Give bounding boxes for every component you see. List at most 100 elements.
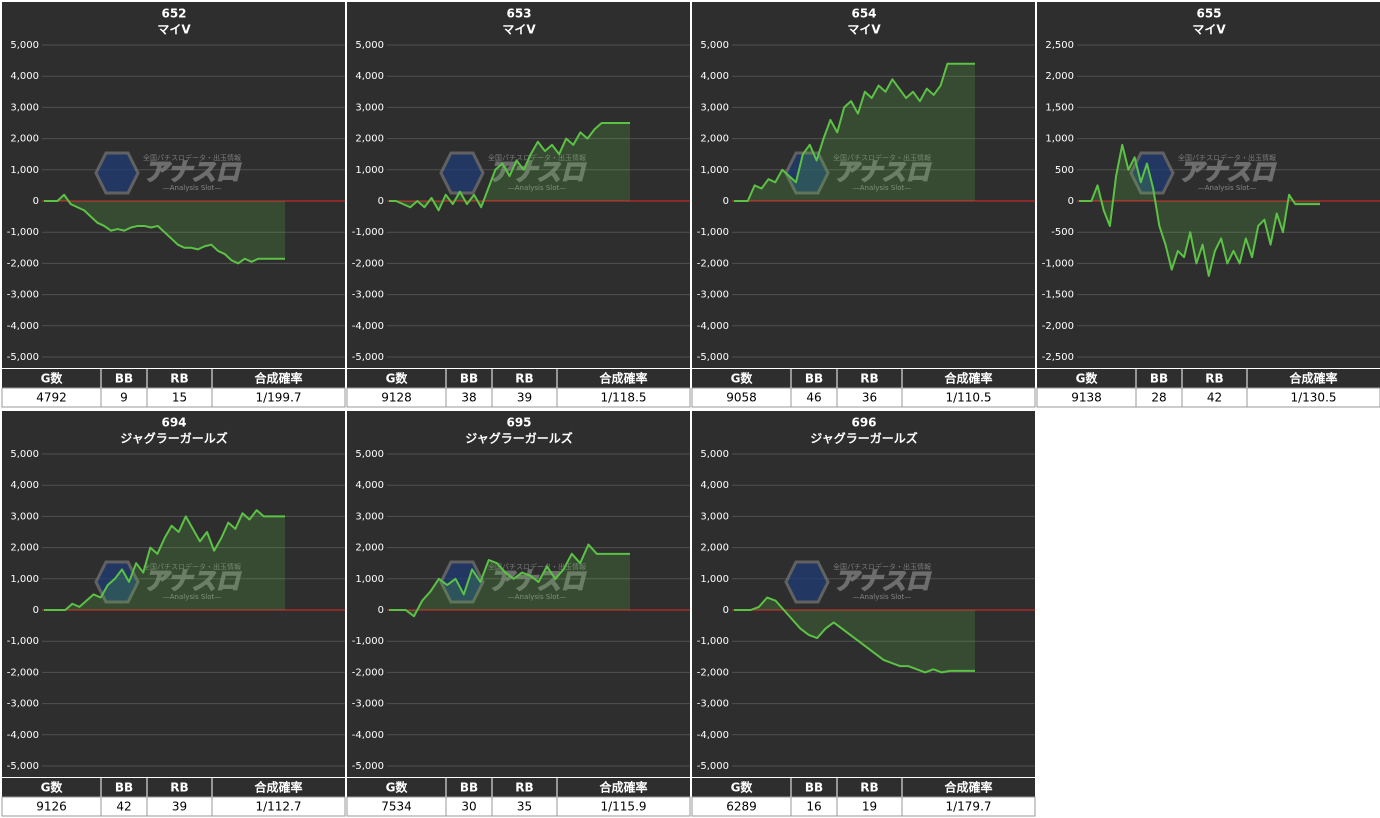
line xyxy=(44,509,285,611)
table-cell: 9 xyxy=(120,391,128,405)
table-cell: 38 xyxy=(461,391,476,405)
table-header-cell: RB xyxy=(860,372,878,386)
chart-subtitle: ジャグラーガールズ xyxy=(810,431,917,446)
table-header-cell: G数 xyxy=(41,371,64,386)
table-cell: 39 xyxy=(517,391,532,405)
y-tick-label: 2,500 xyxy=(1045,40,1074,51)
watermark-subtitle: —Analysis Slot— xyxy=(853,593,911,601)
y-tick-label: -4,000 xyxy=(697,730,729,741)
table-cell: 6289 xyxy=(726,800,757,814)
panel-background xyxy=(692,2,1035,368)
y-tick-label: -1,000 xyxy=(352,227,384,238)
watermark-subtitle: —Analysis Slot— xyxy=(508,184,566,192)
chart-title: 655 xyxy=(1196,7,1221,21)
table-header-cell: BB xyxy=(460,781,478,795)
y-tick-label: -2,000 xyxy=(1042,321,1074,332)
y-tick-label: 0 xyxy=(33,605,39,616)
y-tick-label: 4,000 xyxy=(355,71,384,82)
watermark-tagline: 全国パチスロデータ・出玉情報 xyxy=(833,153,931,162)
watermark-tagline: 全国パチスロデータ・出玉情報 xyxy=(488,153,586,162)
y-tick-label: 2,000 xyxy=(10,543,39,554)
panel-background xyxy=(1037,2,1380,368)
table-header xyxy=(2,778,345,797)
watermark-subtitle: —Analysis Slot— xyxy=(853,184,911,192)
y-tick-label: 2,000 xyxy=(700,134,729,145)
table-header xyxy=(347,778,690,797)
table-header-cell: G数 xyxy=(386,371,409,386)
watermark-tagline: 全国パチスロデータ・出玉情報 xyxy=(833,562,931,571)
chart-title: 694 xyxy=(161,416,186,430)
table-cell: 42 xyxy=(1207,391,1222,405)
y-tick-label: -2,000 xyxy=(352,258,384,269)
table-header-cell: BB xyxy=(115,781,133,795)
area xyxy=(44,510,285,610)
line xyxy=(734,596,975,674)
chart-panel: 654 マイV -5,000 -4,000 -3,000 -2,000 -1,000 0 1,0… xyxy=(691,2,1036,408)
watermark-icon xyxy=(94,560,140,604)
chart-panel: 655 マイV -2,500 -2,000 -1,500 -1,000 -500 0 500 1,… xyxy=(1036,2,1380,408)
y-tick-label: 1,000 xyxy=(355,165,384,176)
table-header-cell: G数 xyxy=(731,371,754,386)
chart-subtitle: マイV xyxy=(847,23,881,37)
table-row xyxy=(1,387,346,408)
chart-title: 653 xyxy=(506,7,531,21)
table-header-cell: G数 xyxy=(386,780,409,795)
table-cell: 35 xyxy=(517,800,532,814)
table-row xyxy=(1,796,346,817)
y-tick-label: 4,000 xyxy=(700,71,729,82)
y-tick-label: -1,000 xyxy=(697,636,729,647)
chart-title: 696 xyxy=(851,416,876,430)
y-tick-label: -4,000 xyxy=(352,730,384,741)
table-header-cell: 合成確率 xyxy=(254,371,302,386)
panel-background xyxy=(347,411,690,777)
line xyxy=(389,122,630,212)
y-tick-label: 1,000 xyxy=(10,574,39,585)
table-cell: 46 xyxy=(806,391,821,405)
chart-subtitle: ジャグラーガールズ xyxy=(465,431,572,446)
y-tick-label: -1,000 xyxy=(7,636,39,647)
y-tick-label: -5,000 xyxy=(352,352,384,363)
table-header-cell: RB xyxy=(170,781,188,795)
y-tick-label: 4,000 xyxy=(10,71,39,82)
y-tick-label: 1,500 xyxy=(1045,102,1074,113)
y-tick-label: -1,500 xyxy=(1042,290,1074,301)
y-tick-label: 3,000 xyxy=(10,511,39,522)
y-tick-label: 0 xyxy=(378,196,384,207)
table-row xyxy=(691,387,1036,408)
y-tick-label: -4,000 xyxy=(352,321,384,332)
table-header xyxy=(347,369,690,388)
table-cell: 1/199.7 xyxy=(255,391,301,405)
watermark-tagline: 全国パチスロデータ・出玉情報 xyxy=(488,562,586,571)
table-header xyxy=(2,369,345,388)
table-cell: 30 xyxy=(461,800,476,814)
chart-subtitle: マイV xyxy=(157,23,191,37)
y-tick-label: 5,000 xyxy=(10,449,39,460)
watermark-tagline: 全国パチスロデータ・出玉情報 xyxy=(143,562,241,571)
y-tick-label: -3,000 xyxy=(697,699,729,710)
table-header-cell: G数 xyxy=(41,780,64,795)
table-header-cell: G数 xyxy=(1076,371,1099,386)
y-tick-label: -5,000 xyxy=(7,761,39,772)
y-tick-label: 3,000 xyxy=(10,102,39,113)
y-tick-label: 4,000 xyxy=(10,480,39,491)
y-tick-label: 0 xyxy=(723,196,729,207)
y-tick-label: 5,000 xyxy=(700,40,729,51)
table-cell: 7534 xyxy=(381,800,412,814)
chart-panel: 652 マイV -5,000 -4,000 -3,000 -2,000 -1,000 0 1,0… xyxy=(1,2,346,408)
chart-subtitle: マイV xyxy=(1192,23,1226,37)
area xyxy=(734,63,975,201)
watermark-logo: アナスロ xyxy=(834,158,932,186)
y-tick-label: -2,500 xyxy=(1042,352,1074,363)
table-header-cell: RB xyxy=(515,372,533,386)
y-tick-label: 4,000 xyxy=(355,480,384,491)
watermark-logo: アナスロ xyxy=(1179,158,1277,186)
table-header-cell: 合成確率 xyxy=(599,371,647,386)
table-header-cell: 合成確率 xyxy=(944,780,992,795)
watermark-logo: アナスロ xyxy=(144,567,242,595)
table-header-cell: RB xyxy=(515,781,533,795)
y-tick-label: -2,000 xyxy=(697,258,729,269)
y-tick-label: 3,000 xyxy=(700,511,729,522)
